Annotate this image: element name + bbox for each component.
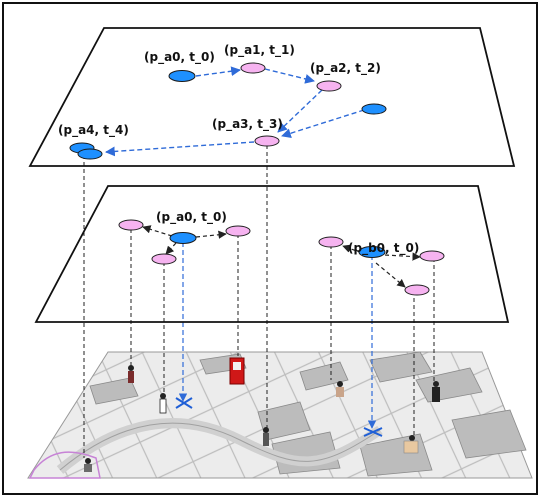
neighbor-node [318, 236, 344, 248]
node-pa2 [316, 80, 342, 92]
figure-frame [2, 2, 538, 495]
plane-outline [28, 27, 516, 167]
map-plane [27, 351, 533, 479]
middle-plane: (p_a0, t_0) (p_b0, t_0) [34, 185, 510, 323]
node-extra [361, 103, 387, 115]
person-icon [403, 435, 419, 454]
road-edge [59, 422, 381, 471]
node-pa0 [168, 70, 196, 82]
label-pa0-t0-middle: (p_a0, t_0) [156, 210, 227, 225]
label-pb0-t0: (p_b0, t_0) [348, 241, 419, 256]
projection-lines [83, 145, 435, 458]
map-pin-icon [175, 397, 193, 409]
neighbor-node [419, 250, 445, 262]
map-pin-icon [363, 427, 383, 437]
neighbor-node [404, 284, 430, 296]
label-pa1-t1: (p_a1, t_1) [224, 43, 295, 58]
person-icon [336, 381, 344, 397]
person-icon [263, 427, 269, 446]
building [369, 351, 433, 383]
label-pa0-t0: (p_a0, t_0) [144, 50, 215, 65]
node-pa4-b [77, 148, 103, 160]
label-pa4-t4: (p_a4, t_4) [58, 123, 129, 138]
map-boundary [28, 451, 101, 479]
neighbor-node [151, 253, 177, 265]
query-node-a [169, 232, 197, 244]
top-plane: (p_a0, t_0) (p_a1, t_1) (p_a2, t_2) (p_a… [28, 27, 516, 167]
node-pa1 [240, 62, 266, 74]
label-pa2-t2: (p_a2, t_2) [310, 61, 381, 76]
building [451, 409, 527, 459]
person-icon [84, 458, 92, 472]
projection-lines-blue [178, 242, 377, 429]
query-node-b [358, 246, 386, 258]
person-icon [159, 393, 167, 414]
label-pa3-t3: (p_a3, t_3) [212, 117, 283, 132]
neighbor-node [225, 225, 251, 237]
plane-outline [34, 185, 510, 323]
neighbor-node [118, 219, 144, 231]
person-icon [128, 365, 134, 383]
building [299, 361, 349, 391]
person-icon [432, 381, 440, 402]
building [89, 377, 139, 405]
phone-booth-icon [229, 357, 245, 385]
node-pa3 [254, 135, 280, 147]
